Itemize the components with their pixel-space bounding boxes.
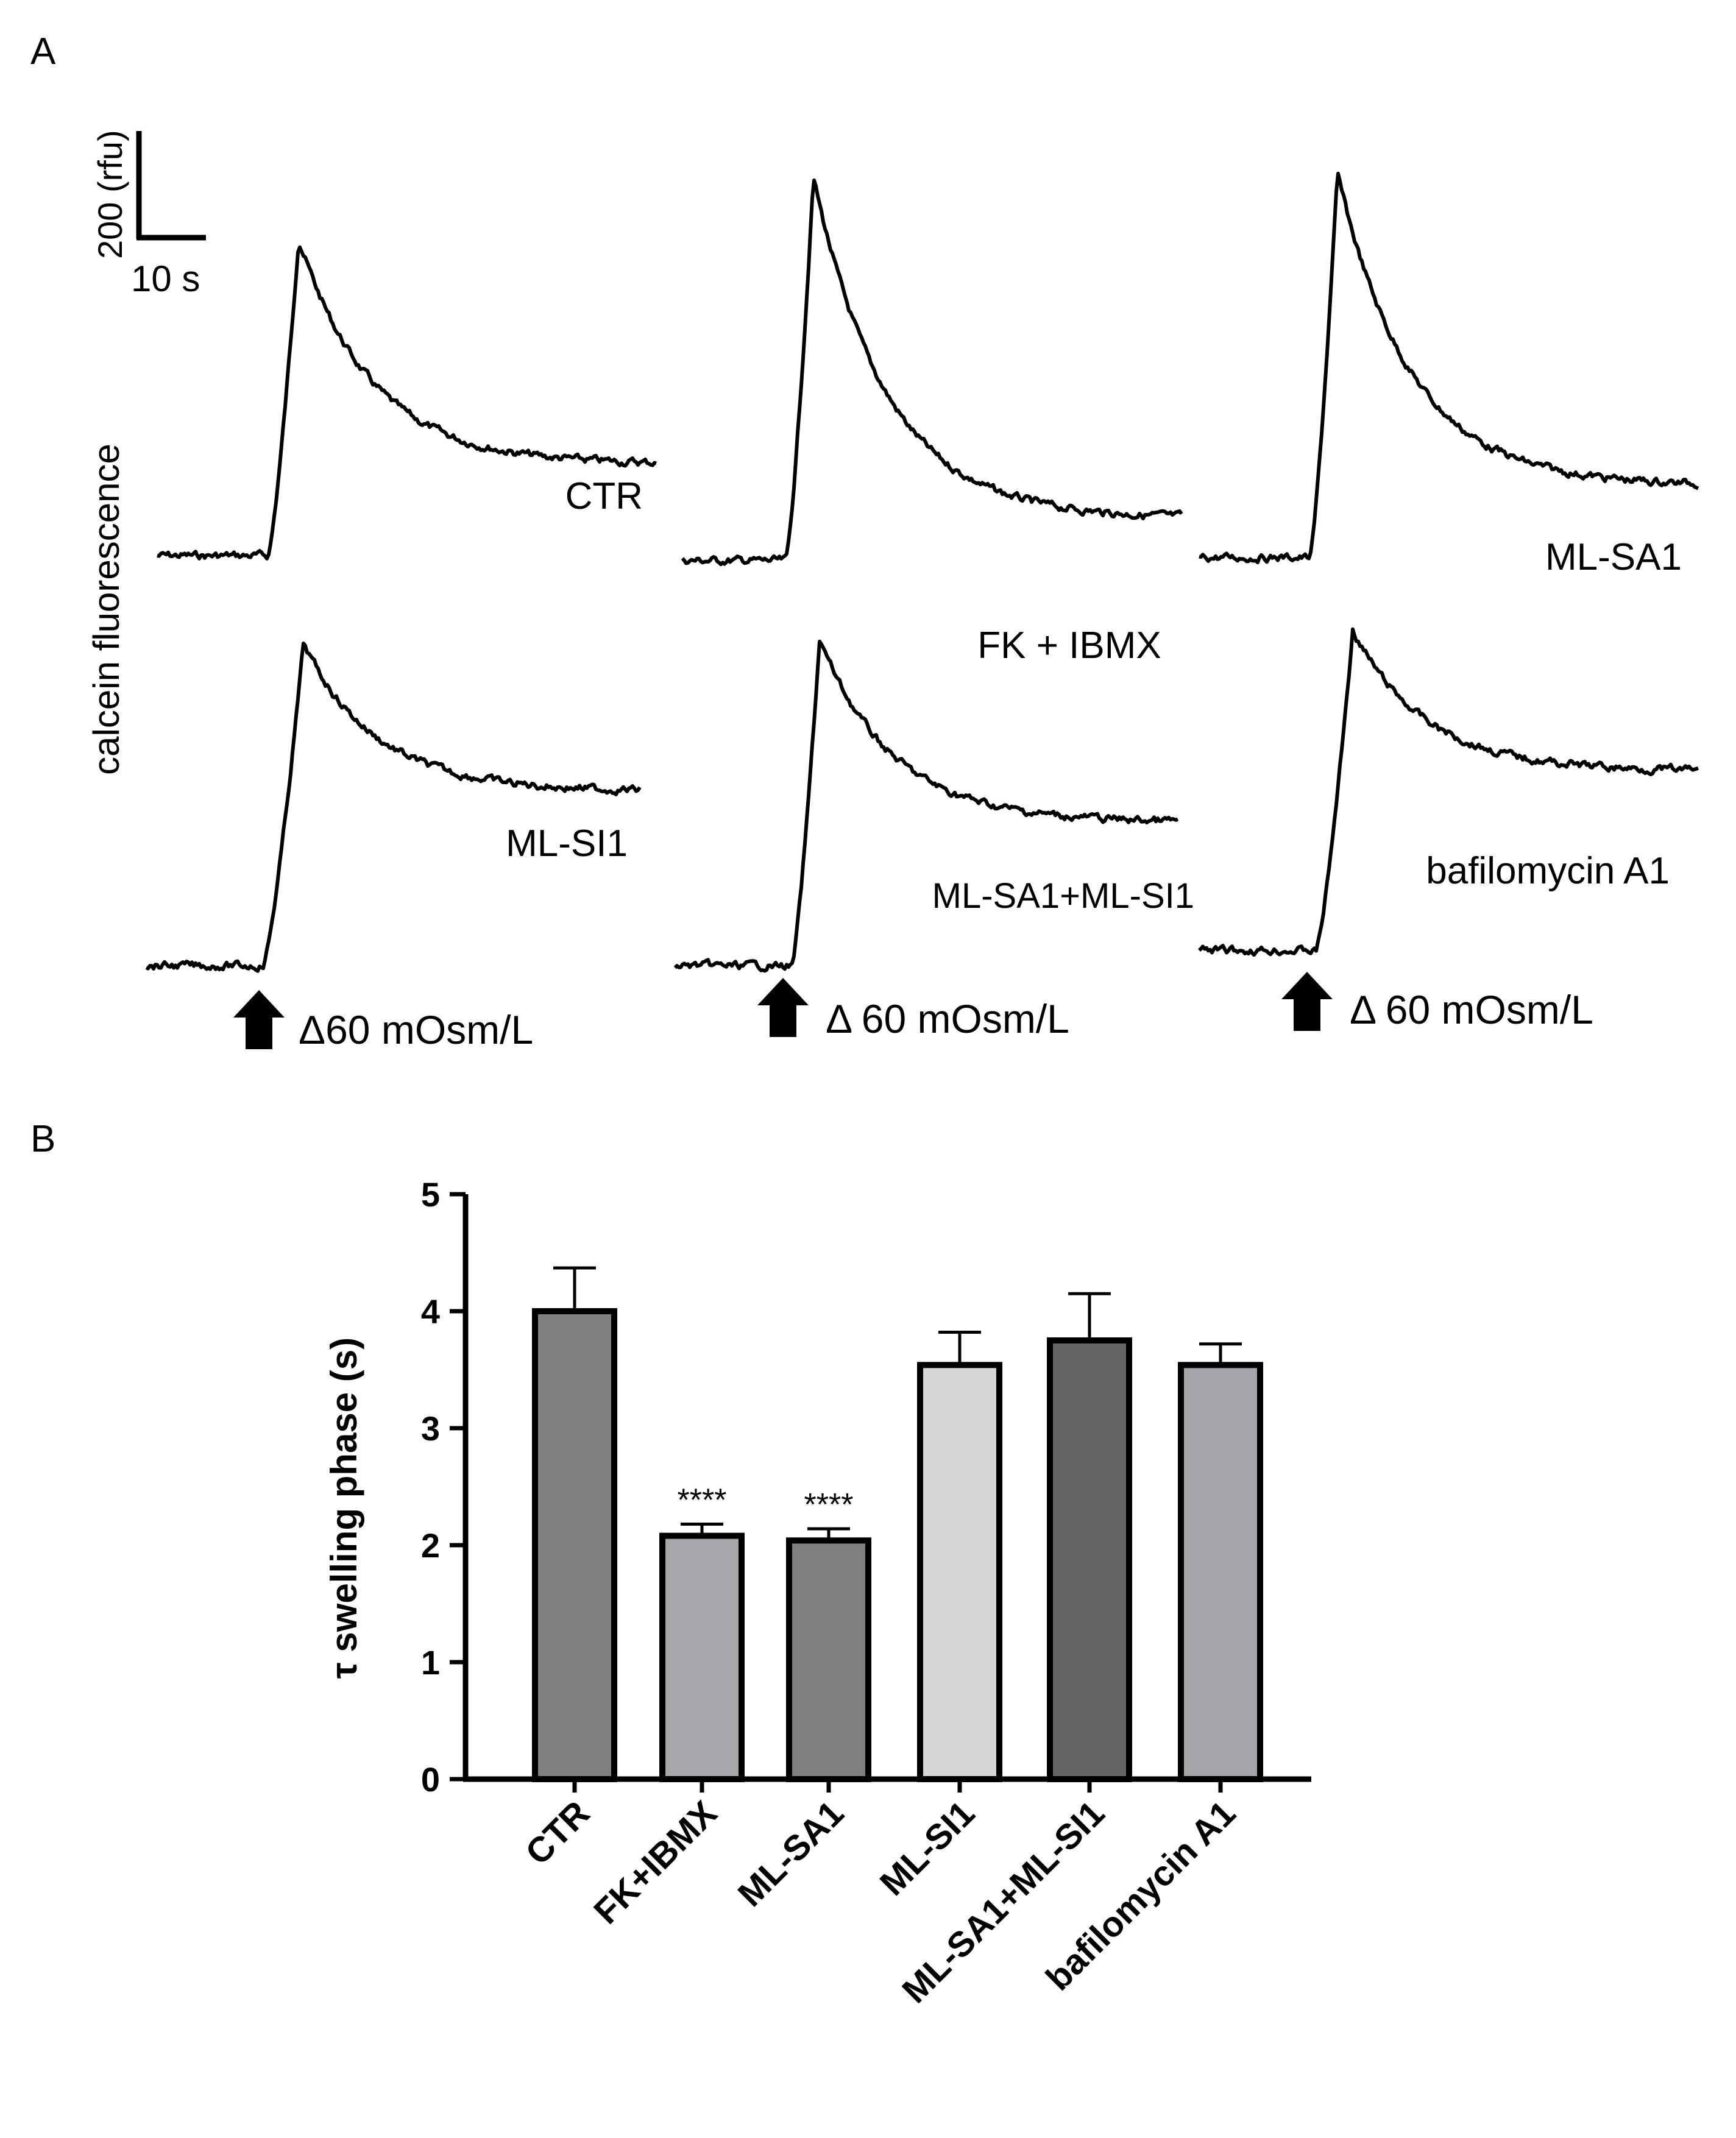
y-tick-label: 0: [421, 1760, 440, 1799]
stimulus-label: Δ 60 mOsm/L: [826, 996, 1069, 1041]
up-arrow-icon: [1281, 972, 1333, 1031]
bar: [1047, 1337, 1132, 1782]
significance-label: ****: [678, 1482, 727, 1518]
y-tick-label: 4: [421, 1292, 440, 1331]
chart-ylabel: τ swelling phase (s): [324, 1337, 364, 1679]
trace-line-ml-sa1: [1199, 171, 1699, 564]
stimulus-label: Δ60 mOsm/L: [299, 1007, 533, 1052]
x-tick-label: CTR: [518, 1793, 597, 1872]
trace-label-ml-si1: ML-SI1: [506, 823, 628, 865]
bar: [532, 1308, 617, 1782]
trace-line-ml-sa1-ml-si1: [673, 639, 1179, 973]
up-arrow-icon: [757, 978, 809, 1037]
trace-line-bafilomycin-a1: [1198, 627, 1699, 957]
bar-layer: **** ****: [532, 1266, 1263, 1783]
x-tick-label: FK+IBMX: [586, 1793, 725, 1931]
trace-line-ml-si1: [145, 641, 642, 973]
scale-bar-y-label: 200 (rfu): [91, 130, 129, 259]
bar: [659, 1532, 745, 1782]
panel-b-label: B: [30, 1118, 55, 1160]
stimulus-marker-3: Δ 60 mOsm/L: [1281, 972, 1593, 1032]
scale-bar-x-label: 10 s: [131, 258, 200, 299]
stimulus-marker-2: Δ 60 mOsm/L: [757, 978, 1069, 1041]
y-tick-label: 5: [421, 1175, 440, 1214]
trace-label-ml-sa1: ML-SA1: [1545, 536, 1682, 578]
trace-label-ml-sa1-ml-si1: ML-SA1+ML-SI1: [932, 876, 1194, 916]
panel-b-bar-chart: τ swelling phase (s) **** **** CTRFK+IBMX…: [324, 1175, 1311, 2011]
trace-label-fk-ibmx: FK + IBMX: [977, 625, 1161, 667]
up-arrow-icon: [233, 990, 285, 1049]
y-tick-label: 1: [421, 1643, 440, 1682]
bar: [786, 1537, 871, 1783]
bar: [1178, 1362, 1263, 1783]
scale-bar: 200 (rfu) 10 s: [91, 130, 206, 299]
y-tick-label: 2: [421, 1526, 440, 1565]
stimulus-marker-1: Δ60 mOsm/L: [233, 990, 533, 1052]
trace-label-bafilomycin: bafilomycin A1: [1426, 850, 1670, 892]
panel-a-ylabel: calcein fluorescence: [86, 444, 127, 775]
y-tick-label: 3: [421, 1409, 440, 1448]
significance-label: ****: [804, 1487, 854, 1523]
trace-line-fk-ibmx: [681, 178, 1183, 567]
x-tick-label: ML-SI1: [873, 1793, 982, 1903]
bar: [917, 1362, 1002, 1783]
x-tick-label: ML-SA1: [731, 1793, 852, 1914]
panel-a-label: A: [30, 30, 56, 73]
trace-line-ctr: [157, 245, 657, 561]
trace-label-ctr: CTR: [565, 475, 643, 517]
panel-a-traces: calcein fluorescence 200 (rfu) 10 s CTR …: [86, 130, 1699, 1052]
stimulus-label: Δ 60 mOsm/L: [1350, 987, 1593, 1032]
